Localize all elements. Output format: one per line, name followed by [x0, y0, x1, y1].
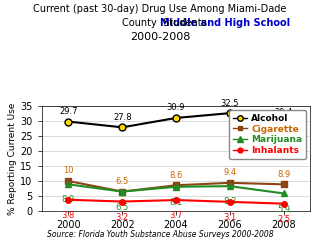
Text: 8.1: 8.1	[169, 198, 183, 207]
Text: 5.9: 5.9	[277, 204, 290, 214]
Text: 32.5: 32.5	[220, 99, 239, 108]
Text: 2.5: 2.5	[277, 215, 290, 224]
Text: 3.7: 3.7	[169, 211, 183, 220]
Text: Source: Florida Youth Substance Abuse Surveys 2000-2008: Source: Florida Youth Substance Abuse Su…	[47, 230, 273, 239]
Text: Current (past 30-day) Drug Use Among Miami-Dade: Current (past 30-day) Drug Use Among Mia…	[33, 4, 287, 14]
Text: 8.3: 8.3	[223, 197, 236, 206]
Text: County Middle and High School Students: County Middle and High School Students	[60, 18, 260, 28]
Text: 6.5: 6.5	[116, 203, 129, 212]
Text: 6.5: 6.5	[116, 177, 129, 186]
Text: 3.1: 3.1	[223, 213, 236, 222]
Text: 27.8: 27.8	[113, 113, 132, 122]
Text: 29.7: 29.7	[59, 107, 78, 116]
Legend: Alcohol, Cigarette, Marijuana, Inhalants: Alcohol, Cigarette, Marijuana, Inhalants	[229, 110, 306, 159]
Text: 8.9: 8.9	[62, 195, 75, 204]
Text: 8.9: 8.9	[277, 170, 290, 179]
Text: 8.6: 8.6	[169, 171, 183, 180]
Text: Students: Students	[160, 18, 207, 28]
Text: 30.9: 30.9	[167, 103, 185, 112]
Text: 10: 10	[63, 167, 74, 175]
Text: County: County	[122, 18, 160, 28]
Text: 3.8: 3.8	[62, 211, 75, 220]
Text: 3.2: 3.2	[116, 213, 129, 222]
Y-axis label: % Reporting Current Use: % Reporting Current Use	[8, 102, 17, 215]
Text: 29.4: 29.4	[274, 108, 293, 117]
Text: 2000-2008: 2000-2008	[130, 32, 190, 42]
Text: 9.4: 9.4	[223, 168, 236, 177]
Text: Middle and High School: Middle and High School	[160, 18, 290, 28]
